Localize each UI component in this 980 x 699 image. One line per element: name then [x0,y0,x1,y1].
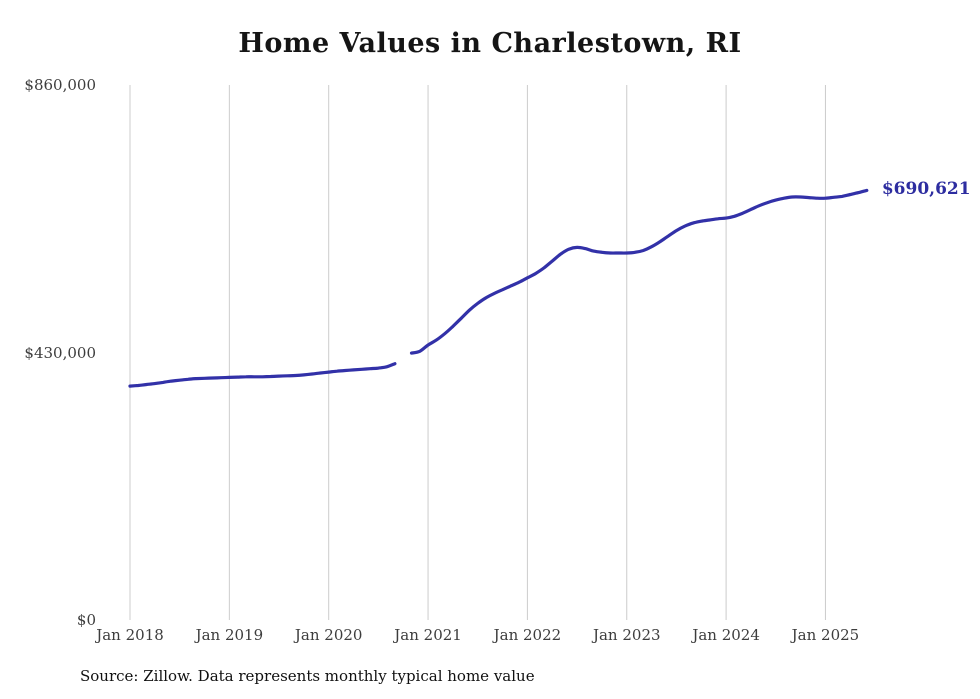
x-axis-tick-jan-2023: Jan 2023 [592,626,661,644]
chart-title: Home Values in Charlestown, RI [238,28,742,59]
x-axis-tick-jan-2022: Jan 2022 [493,626,562,644]
x-axis-tick-jan-2021: Jan 2021 [394,626,462,644]
end-value-label: $690,621 [881,179,971,200]
source-note: Source: Zillow. Data represents monthly … [80,667,535,685]
x-axis-tick-jan-2019: Jan 2019 [195,626,264,644]
x-axis-tick-jan-2025: Jan 2025 [791,626,860,644]
x-axis-tick-jan-2024: Jan 2024 [692,626,760,644]
x-axis-tick-jan-2020: Jan 2020 [294,626,363,644]
y-axis-tick-860000: $860,000 [24,76,96,94]
x-axis-tick-jan-2018: Jan 2018 [96,626,164,644]
home-value-line [128,188,869,388]
y-axis-tick-430000: $430,000 [24,344,96,362]
y-axis-tick-0: $0 [76,611,96,629]
